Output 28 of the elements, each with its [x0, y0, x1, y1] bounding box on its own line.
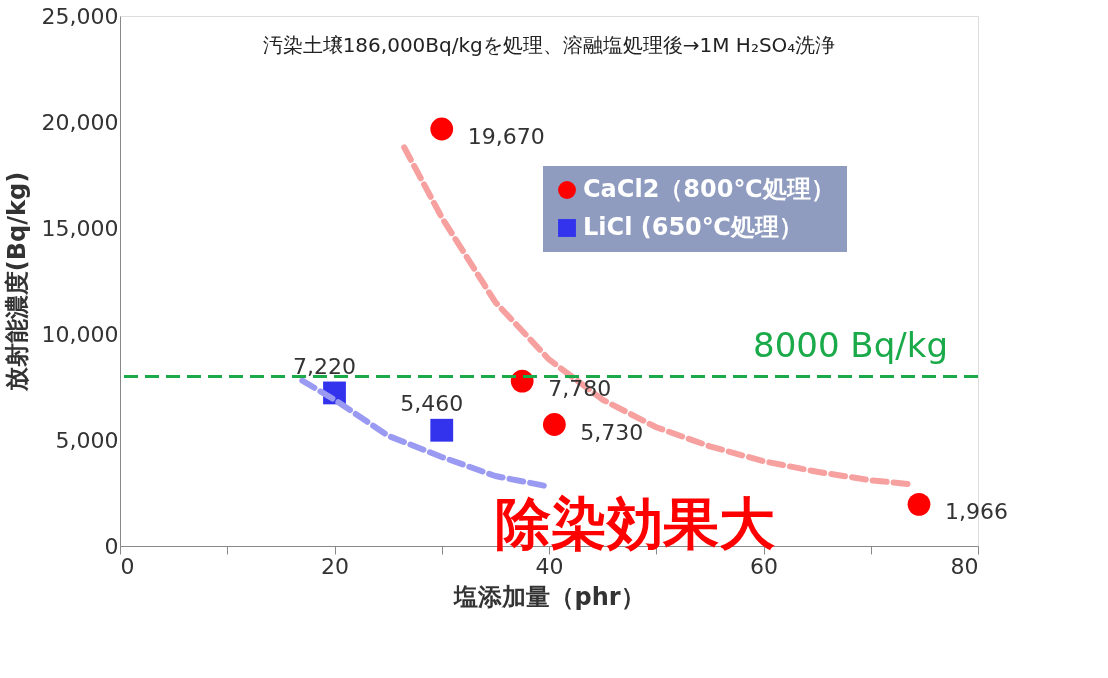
x-tick-label: 0	[120, 553, 135, 579]
annotation: 除染効果大	[494, 491, 775, 556]
x-tick-label: 80	[950, 553, 979, 579]
x-tick-label: 20	[321, 553, 349, 579]
y-tick-label: 25,000	[41, 3, 119, 29]
x-tick-label: 60	[750, 553, 778, 579]
point	[542, 413, 566, 436]
point	[907, 492, 931, 516]
ref-line-label: 8000 Bq/kg	[753, 325, 948, 366]
legend-label: LiCl (650℃処理）	[583, 213, 803, 241]
data-label: 5,460	[400, 391, 464, 417]
data-label: 5,730	[580, 419, 644, 445]
data-label: 7,780	[548, 376, 612, 402]
data-label: 7,220	[293, 353, 356, 379]
data-label: 1,966	[945, 499, 1008, 525]
y-tick-label: 20,000	[41, 109, 119, 135]
y-tick-label: 5,000	[55, 427, 119, 453]
y-tick-label: 15,000	[41, 215, 119, 241]
point	[430, 117, 454, 141]
y-tick-label: 10,000	[41, 321, 119, 347]
data-label: 19,670	[467, 124, 545, 149]
x-axis-title: 塩添加量（phr）	[453, 582, 645, 611]
point	[430, 418, 454, 442]
x-tick-label: 40	[535, 553, 564, 579]
y-axis-title: 放射能濃度(Bq/kg)	[2, 171, 31, 393]
annotation: 汚染土壌186,000Bq/kgを処理、溶融塩処理後→1M H₂SO₄洗浄	[262, 33, 836, 57]
legend-label: CaCl2（800℃処理）	[583, 175, 835, 203]
y-tick-label: 0	[104, 533, 119, 559]
